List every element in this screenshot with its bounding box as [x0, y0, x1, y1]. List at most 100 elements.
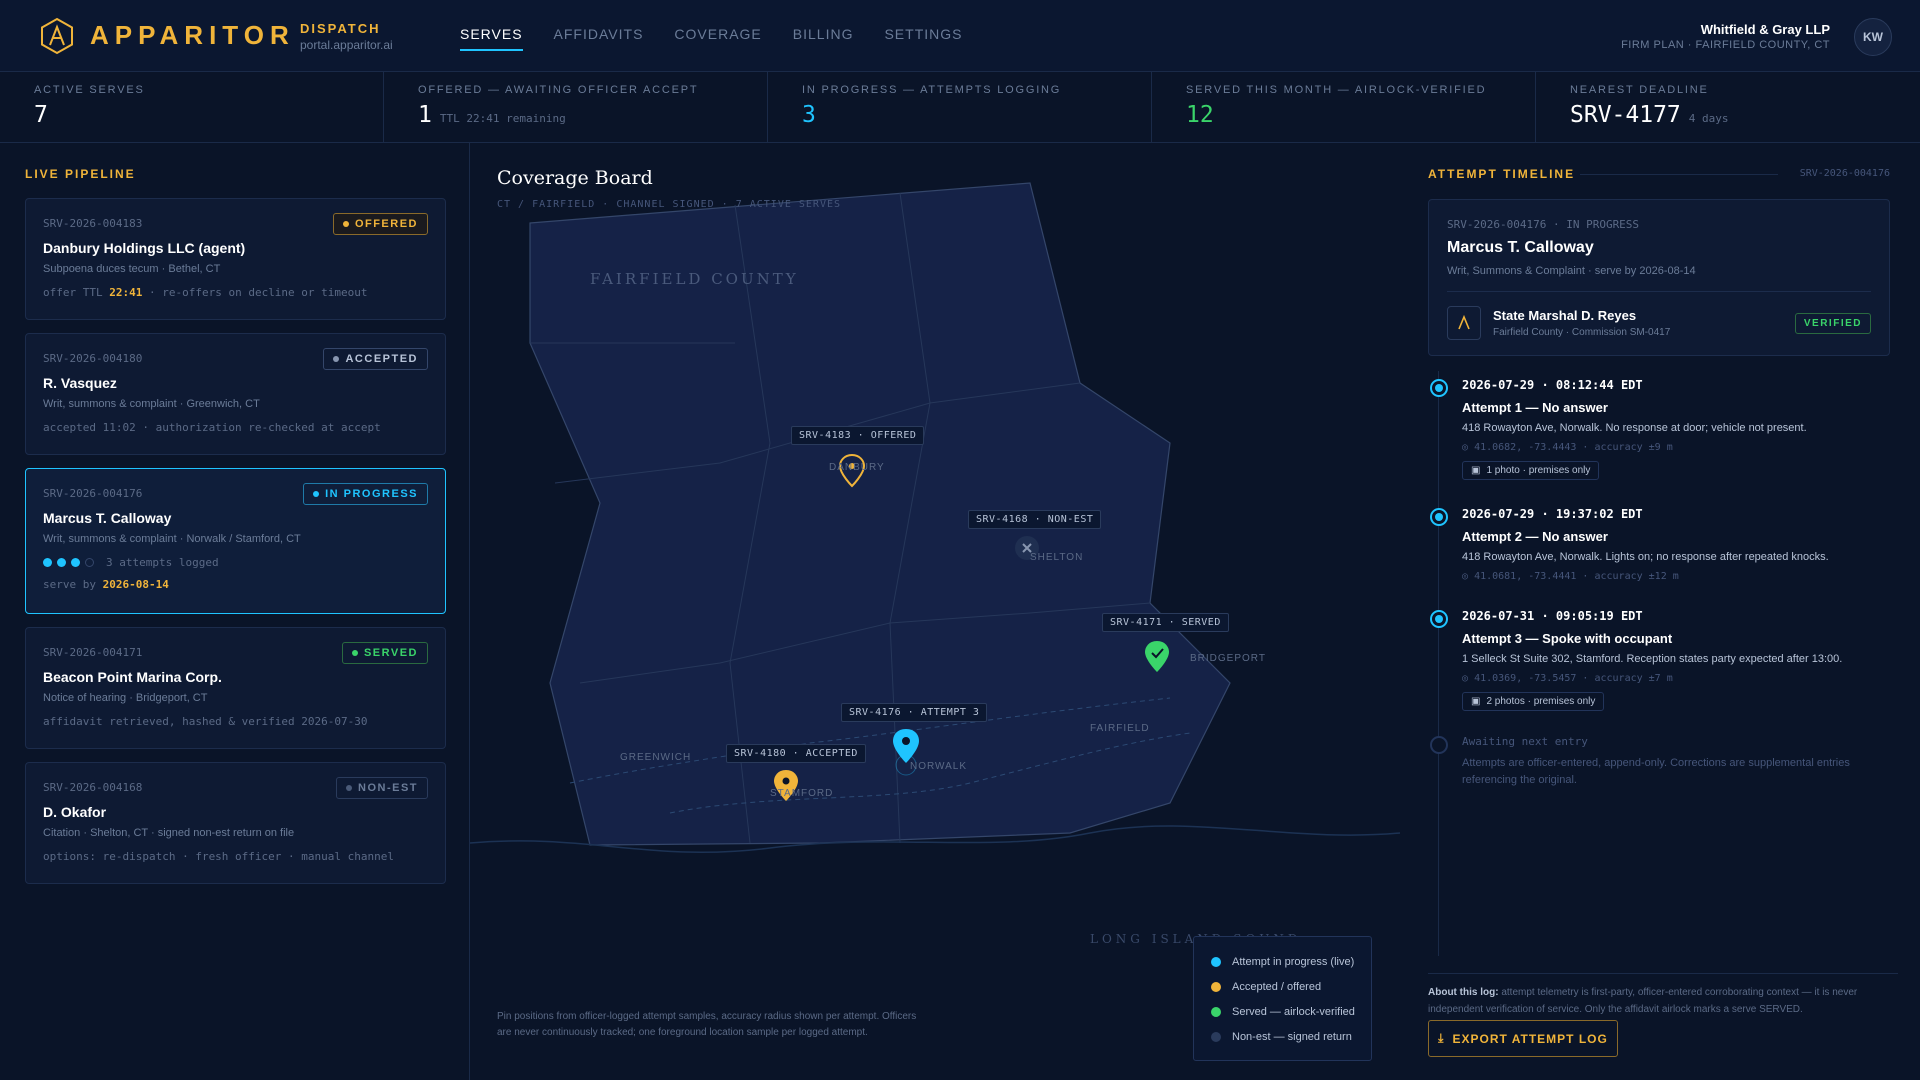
pin-label[interactable]: SRV-4168 · NON-EST	[968, 510, 1102, 529]
card-desc: Writ, summons & complaint · Norwalk / St…	[43, 533, 301, 545]
timeline-node-icon	[1430, 508, 1448, 526]
location-icon: ◎	[1462, 571, 1469, 582]
coverage-map[interactable]	[470, 143, 1400, 1080]
entry-desc: 418 Rowayton Ave, Norwalk. No response a…	[1462, 422, 1807, 434]
portal-url: portal.apparitor.ai	[300, 38, 393, 52]
card-desc: Notice of hearing · Bridgeport, CT	[43, 692, 208, 704]
badge-label: ACCEPTED	[345, 353, 418, 365]
town-label: BRIDGEPORT	[1190, 653, 1266, 664]
pipeline-card-selected[interactable]: SRV-2026-004176 IN PROGRESS Marcus T. Ca…	[25, 468, 446, 614]
live-pipeline-panel: LIVE PIPELINE SRV-2026-004183 OFFERED Da…	[0, 143, 470, 1080]
export-attempt-log-button[interactable]: ⤓ EXPORT ATTEMPT LOG	[1428, 1020, 1618, 1057]
card-foot: options: re-dispatch · fresh officer · m…	[43, 850, 394, 863]
attempt-route	[569, 697, 1171, 784]
town-label: GREENWICH	[620, 752, 692, 763]
pin-label[interactable]: SRV-4171 · SERVED	[1102, 613, 1229, 632]
status-badge: SERVED	[341, 642, 428, 664]
pin-nonest-icon	[1022, 543, 1032, 553]
pin-accepted-icon	[774, 770, 798, 801]
entry-title: Attempt 3 — Spoke with occupant	[1462, 631, 1673, 646]
attempt-dot-icon	[57, 558, 66, 567]
card-name: R. Vasquez	[43, 375, 117, 391]
photo-chip[interactable]: ▣ 2 photos · premises only	[1462, 692, 1605, 711]
geo-text: 41.0681, -73.4441 · accuracy ±12 m	[1474, 571, 1679, 582]
entry-geo: ◎ 41.0681, -73.4441 · accuracy ±12 m	[1462, 571, 1679, 582]
main-nav: SERVES AFFIDAVITS COVERAGE BILLING SETTI…	[460, 26, 962, 51]
card-foot: serve by 2026-08-14	[43, 578, 428, 591]
stat-nearest-deadline[interactable]: NEAREST DEADLINE SRV-4177 4 days	[1536, 72, 1920, 142]
legend-label: Served — airlock-verified	[1232, 1005, 1355, 1018]
status-badge: OFFERED	[332, 213, 428, 235]
await-note: Attempts are officer-entered, append-onl…	[1462, 757, 1850, 786]
status-dot-icon	[313, 491, 320, 497]
stat-label: SERVED THIS MONTH — AIRLOCK-VERIFIED	[1186, 84, 1487, 96]
pin-offered-icon	[838, 453, 866, 488]
card-foot: offer TTL 22:41 · re-offers on decline o…	[43, 286, 428, 299]
legend-item: Accepted / offered	[1211, 974, 1371, 999]
pipeline-card[interactable]: SRV-2026-004183 OFFERED Danbury Holdings…	[25, 198, 446, 320]
foot-highlight: 22:41	[109, 286, 143, 299]
status-badge: ACCEPTED	[323, 348, 428, 370]
pipeline-card[interactable]: SRV-2026-004168 NON-EST D. Okafor Citati…	[25, 762, 446, 884]
pipeline-card[interactable]: SRV-2026-004180 ACCEPTED R. Vasquez Writ…	[25, 333, 446, 455]
card-name: Beacon Point Marina Corp.	[43, 669, 222, 685]
pin-label[interactable]: SRV-4183 · OFFERED	[791, 426, 925, 445]
card-desc: Writ, summons & complaint · Greenwich, C…	[43, 398, 260, 410]
download-icon: ⤓	[1438, 1031, 1445, 1045]
status-badge: NON-EST	[336, 777, 428, 799]
divider	[1447, 291, 1871, 292]
stat-offered: OFFERED — AWAITING OFFICER ACCEPT 1 TTL 2…	[384, 72, 768, 142]
stat-in-progress: IN PROGRESS — ATTEMPTS LOGGING 3	[768, 72, 1152, 142]
timeline-title: ATTEMPT TIMELINE	[1428, 167, 1576, 181]
section-title: DISPATCH	[300, 21, 381, 36]
nav-serves[interactable]: SERVES	[460, 26, 523, 51]
avatar[interactable]: KW	[1854, 18, 1892, 56]
card-foot: accepted 11:02 · authorization re-checke…	[43, 421, 381, 434]
photo-chip[interactable]: ▣ 1 photo · premises only	[1462, 461, 1600, 480]
timeline-line	[1438, 371, 1439, 956]
stat-value: SRV-4177	[1570, 102, 1681, 128]
case-summary-card: SRV-2026-004176 · IN PROGRESS Marcus T. …	[1428, 199, 1890, 356]
timeline-case-id: SRV-2026-004176	[1799, 168, 1890, 179]
map-title: Coverage Board	[497, 167, 653, 189]
entry-timestamp: 2026-07-29 · 19:37:02 EDT	[1462, 507, 1643, 521]
entry-desc: 418 Rowayton Ave, Norwalk. Lights on; no…	[1462, 551, 1829, 563]
nav-affidavits[interactable]: AFFIDAVITS	[553, 26, 644, 42]
foot-text: offer TTL	[43, 286, 110, 299]
location-icon: ◎	[1462, 673, 1469, 684]
firm-plan: FIRM PLAN · FAIRFIELD COUNTY, CT	[1621, 39, 1830, 51]
pin-label[interactable]: SRV-4180 · ACCEPTED	[726, 744, 866, 763]
legend-item: Served — airlock-verified	[1211, 999, 1371, 1024]
pipeline-card[interactable]: SRV-2026-004171 SERVED Beacon Point Mari…	[25, 627, 446, 749]
nav-billing[interactable]: BILLING	[792, 26, 854, 42]
section-label: DISPATCH portal.apparitor.ai	[300, 21, 393, 52]
nav-settings[interactable]: SETTINGS	[884, 26, 963, 42]
map-subtitle: CT / FAIRFIELD · CHANNEL SIGNED · 7 ACTI…	[497, 199, 842, 210]
coverage-board: Coverage Board CT / FAIRFIELD · CHANNEL …	[470, 143, 1400, 1080]
badge-label: IN PROGRESS	[325, 488, 418, 500]
attempts-count: 3 attempts logged	[106, 556, 219, 569]
town-label: STAMFORD	[770, 788, 834, 799]
stat-active-serves: ACTIVE SERVES 7	[0, 72, 384, 142]
case-desc: Writ, Summons & Complaint · serve by 202…	[1447, 265, 1696, 277]
pin-label[interactable]: SRV-4176 · ATTEMPT 3	[841, 703, 988, 722]
card-id: SRV-2026-004176	[43, 487, 143, 500]
town-label: FAIRFIELD	[1090, 723, 1150, 734]
camera-icon: ▣	[1471, 465, 1481, 476]
foot-highlight: 2026-08-14	[102, 578, 169, 591]
town-label: NORWALK	[910, 761, 968, 772]
case-name: Marcus T. Calloway	[1447, 239, 1594, 256]
officer-row: State Marshal D. Reyes Fairfield County …	[1447, 306, 1871, 340]
legend-item: Non-est — signed return	[1211, 1024, 1371, 1049]
firm-info: Whitfield & Gray LLP FIRM PLAN · FAIRFIE…	[1621, 22, 1830, 51]
nav-coverage[interactable]: COVERAGE	[674, 26, 762, 42]
pipeline-title: LIVE PIPELINE	[25, 167, 136, 181]
officer-badge-icon	[1447, 306, 1481, 340]
foot-text: · re-offers on decline or timeout	[142, 286, 368, 299]
county-label: FAIRFIELD COUNTY	[590, 270, 799, 288]
legend-item: Attempt in progress (live)	[1211, 949, 1371, 974]
entry-timestamp: 2026-07-31 · 09:05:19 EDT	[1462, 609, 1643, 623]
entry-title: Attempt 1 — No answer	[1462, 400, 1608, 415]
export-label: EXPORT ATTEMPT LOG	[1452, 1031, 1608, 1046]
stat-label: OFFERED — AWAITING OFFICER ACCEPT	[418, 84, 699, 96]
